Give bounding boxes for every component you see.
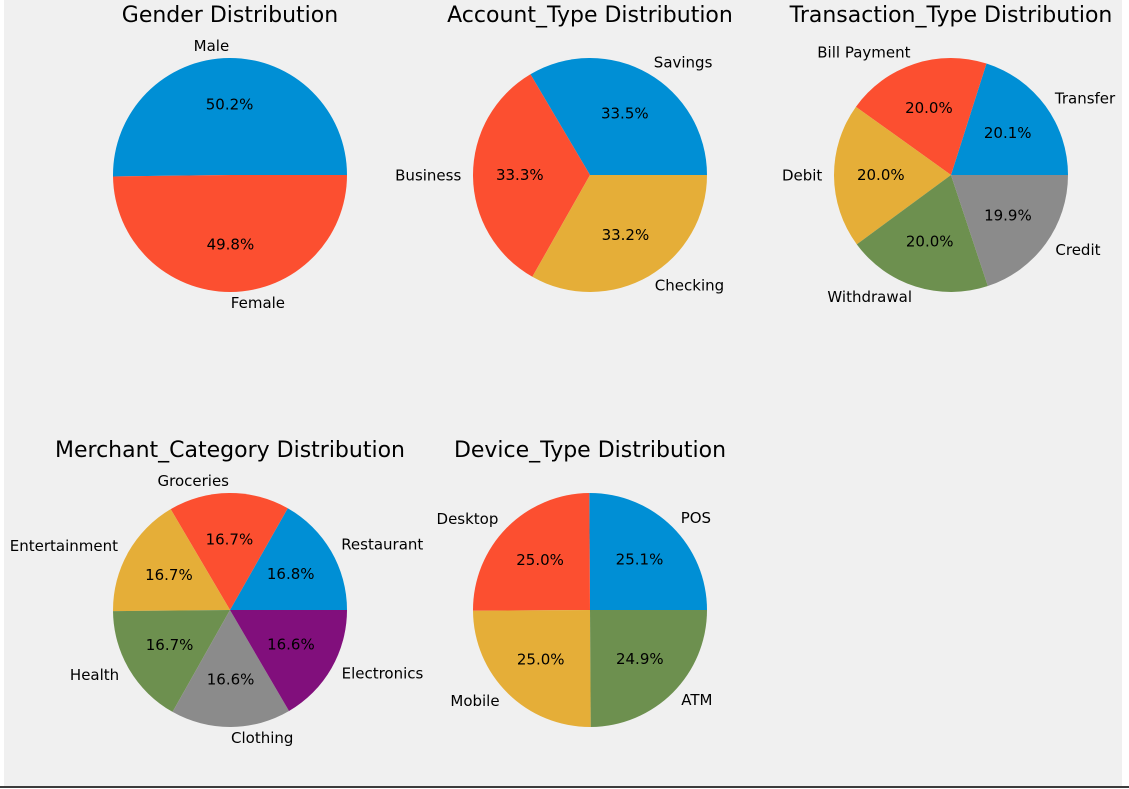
slice-percent-desktop: 25.0% (516, 551, 564, 569)
slice-percent-clothing: 16.6% (207, 671, 255, 689)
pie-slice-debit (834, 106, 951, 245)
chart-title: Gender Distribution (122, 3, 338, 28)
pie-slice-pos (589, 492, 707, 610)
slice-label-withdrawal: Withdrawal (827, 288, 912, 306)
pie-chart-merchant-category-distribution: Merchant_Category Distribution Restaurant… (10, 438, 424, 747)
pie-slice-restaurant (230, 508, 347, 610)
chart-title: Account_Type Distribution (447, 3, 733, 28)
slice-label-debit: Debit (782, 166, 822, 184)
pie-slice-health (113, 610, 230, 712)
slice-label-groceries: Groceries (158, 472, 230, 490)
pie-chart-device-type-distribution: Device_Type Distribution POS 25.1% Desktop 2… (437, 438, 726, 728)
slice-label-checking: Checking (655, 277, 724, 295)
slice-percent-pos: 25.1% (616, 551, 664, 569)
pie-slice-savings (530, 57, 707, 176)
pie-slice-credit (951, 175, 1068, 287)
slice-percent-withdrawal: 20.0% (906, 232, 954, 250)
slice-label-transfer: Transfer (1054, 90, 1116, 108)
pie-slice-electronics (230, 610, 347, 712)
slice-label-electronics: Electronics (342, 665, 424, 683)
slice-label-pos: POS (681, 509, 711, 527)
figure-background: Gender Distribution Male 50.2% Female 49.8% A… (4, 0, 1122, 786)
slice-label-atm: ATM (681, 691, 712, 709)
slice-percent-mobile: 25.0% (517, 650, 565, 668)
slice-label-health: Health (70, 666, 119, 684)
slice-label-bill-payment: Bill Payment (817, 43, 910, 61)
slice-label-mobile: Mobile (450, 692, 499, 710)
pie-slice-male (113, 57, 348, 177)
pie-slice-atm (590, 610, 707, 727)
slice-percent-savings: 33.5% (601, 105, 649, 123)
slice-label-credit: Credit (1055, 241, 1100, 259)
bottom-divider (0, 786, 1129, 788)
slice-percent-groceries: 16.7% (206, 530, 254, 548)
slice-percent-health: 16.7% (146, 636, 194, 654)
pie-slice-clothing (172, 610, 290, 728)
pie-charts-grid: Gender Distribution Male 50.2% Female 49.8% A… (10, 3, 1116, 747)
slice-percent-electronics: 16.6% (267, 635, 315, 653)
chart-title: Merchant_Category Distribution (55, 438, 405, 463)
pie-slice-entertainment (113, 509, 230, 612)
slice-percent-male: 50.2% (206, 95, 254, 113)
pie-slice-business (472, 74, 590, 277)
slice-label-business: Business (395, 167, 461, 185)
pie-slice-bill-payment (855, 57, 987, 175)
slice-percent-transfer: 20.1% (984, 124, 1032, 142)
slice-label-savings: Savings (654, 54, 713, 72)
slice-percent-restaurant: 16.8% (267, 565, 315, 583)
slice-percent-female: 49.8% (207, 236, 255, 254)
chart-title: Device_Type Distribution (454, 438, 726, 463)
pie-chart-transaction-type-distribution: Transaction_Type Distribution Transfer 20.… (782, 3, 1116, 306)
slice-percent-debit: 20.0% (857, 166, 905, 184)
slice-label-desktop: Desktop (437, 510, 499, 528)
pie-slice-checking (532, 175, 707, 292)
pie-slice-transfer (951, 63, 1068, 175)
slice-label-entertainment: Entertainment (10, 537, 118, 555)
pie-chart-gender-distribution: Gender Distribution Male 50.2% Female 49.8% (113, 3, 348, 312)
pie-slice-groceries (170, 492, 288, 610)
pie-slice-mobile (473, 610, 591, 728)
slice-label-restaurant: Restaurant (341, 536, 423, 554)
pie-slice-withdrawal (856, 175, 988, 292)
slice-label-female: Female (231, 294, 285, 312)
slice-percent-credit: 19.9% (984, 207, 1032, 225)
slice-label-male: Male (194, 37, 230, 55)
chart-title: Transaction_Type Distribution (789, 3, 1113, 28)
slice-percent-entertainment: 16.7% (145, 566, 193, 584)
slice-percent-checking: 33.2% (602, 226, 650, 244)
slice-percent-bill-payment: 20.0% (905, 99, 953, 117)
pie-slice-desktop (472, 493, 590, 611)
pie-slice-female (113, 175, 347, 292)
pie-chart-account-type-distribution: Account_Type Distribution Savings 33.5% Bus… (395, 3, 733, 295)
slice-percent-atm: 24.9% (616, 650, 664, 668)
slice-label-clothing: Clothing (231, 729, 293, 747)
slice-percent-business: 33.3% (496, 166, 544, 184)
